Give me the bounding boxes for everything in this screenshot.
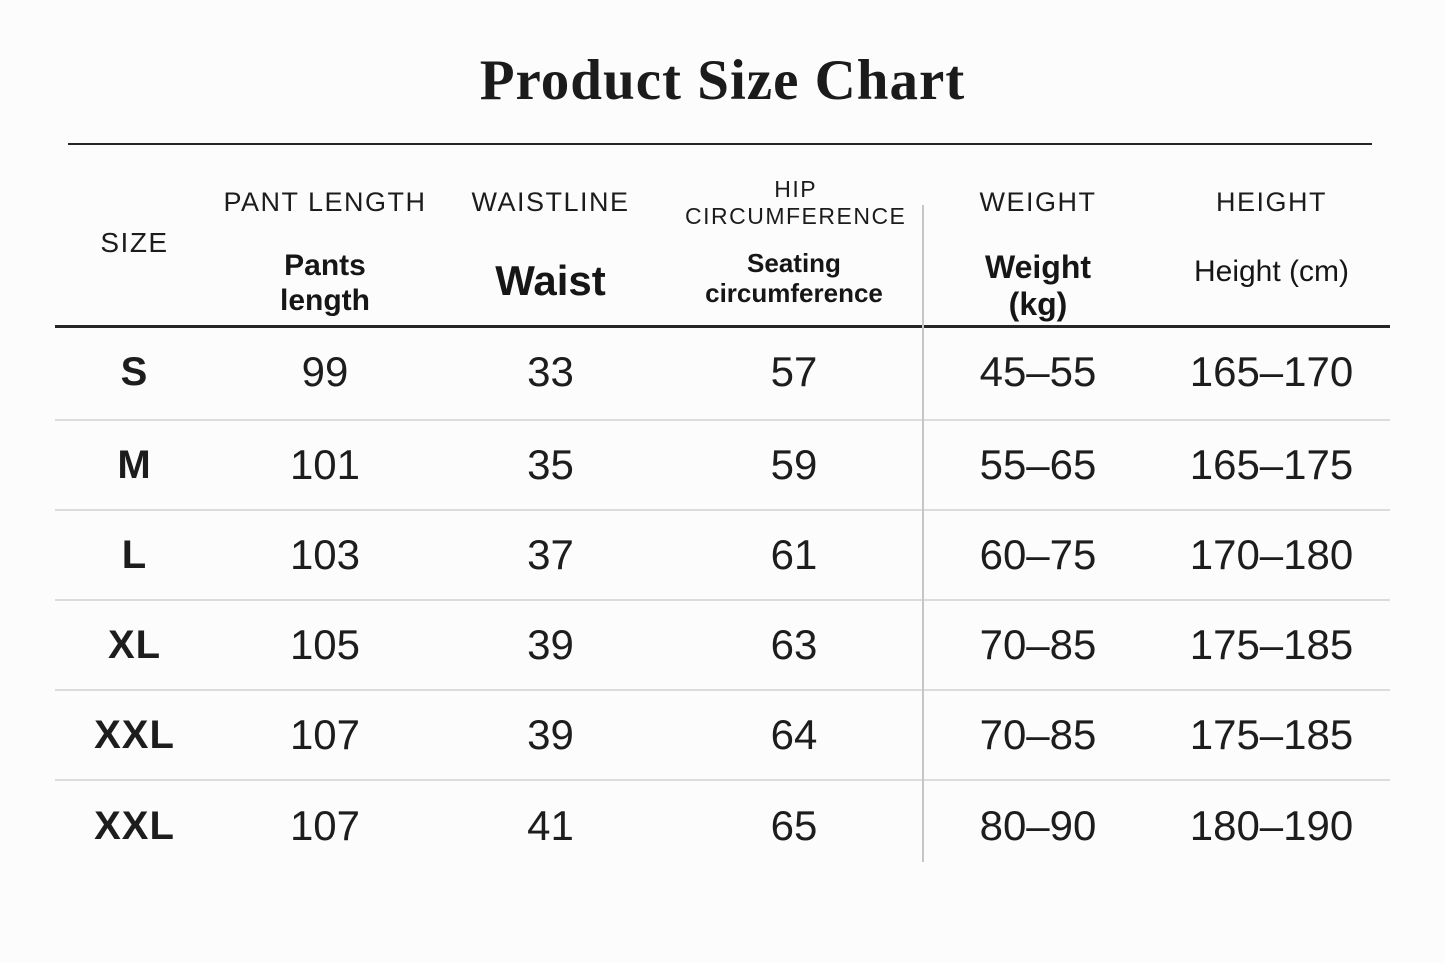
column-header-weight-sub: Weight (kg) (984, 249, 1092, 322)
pant-length-cell: 107 (289, 711, 361, 758)
height-cell: 180–190 (1189, 802, 1354, 849)
size-cell: M (117, 442, 152, 487)
column-header-waistline-sub: Waist (495, 257, 606, 304)
waist-cell: 41 (527, 802, 574, 849)
header-separator-line (55, 325, 1390, 328)
column-header-pant-length: PANT LENGTH Pants length (214, 160, 436, 325)
column-header-weight-caps: WEIGHT (979, 187, 1097, 218)
weight-cell: 80–90 (979, 802, 1097, 849)
column-header-waistline: WAISTLINE Waist (436, 160, 665, 325)
pant-length-cell: 99 (301, 348, 349, 395)
height-cell: 170–180 (1189, 531, 1354, 578)
waist-cell: 35 (527, 441, 574, 488)
waist-cell: 37 (527, 531, 574, 578)
hip-cell: 57 (770, 348, 818, 395)
column-header-pant-length-sub: Pants length (280, 249, 370, 317)
table-row-xxl-1: XXL 107 39 64 70–85 175–185 (55, 691, 1390, 781)
weight-cell: 60–75 (979, 531, 1097, 578)
column-header-size-label: SIZE (100, 226, 169, 258)
table-row-xl: XL 105 39 63 70–85 175–185 (55, 601, 1390, 691)
hip-cell: 65 (770, 802, 818, 849)
page-title: Product Size Chart (479, 49, 966, 112)
size-table: SIZE PANT LENGTH Pants length WAISTLINE … (55, 160, 1390, 871)
hip-cell: 63 (770, 621, 818, 668)
height-cell: 165–170 (1189, 348, 1354, 395)
table-row-s: S 99 33 57 45–55 165–170 (55, 325, 1390, 421)
weight-column-divider-line (922, 205, 924, 862)
pant-length-cell: 107 (289, 802, 361, 849)
column-header-height-caps: HEIGHT (1215, 187, 1327, 218)
size-cell: S (120, 349, 149, 394)
column-header-pant-length-caps: PANT LENGTH (223, 187, 427, 218)
table-header-row: SIZE PANT LENGTH Pants length WAISTLINE … (55, 160, 1390, 325)
waist-cell: 33 (527, 348, 574, 395)
pant-length-cell: 101 (289, 441, 361, 488)
waist-cell: 39 (527, 711, 574, 758)
pant-length-cell: 105 (289, 621, 361, 668)
column-header-hip-circumference-sub: Seating circumference (705, 248, 883, 308)
weight-cell: 70–85 (979, 621, 1097, 668)
column-header-height: HEIGHT Height (cm) (1153, 160, 1390, 325)
size-cell: L (121, 532, 148, 577)
weight-cell: 55–65 (979, 441, 1097, 488)
column-header-weight: WEIGHT Weight (kg) (923, 160, 1153, 325)
hip-cell: 64 (770, 711, 818, 758)
title-underline (68, 143, 1372, 145)
column-header-waistline-caps: WAISTLINE (471, 187, 630, 218)
table-row-m: M 101 35 59 55–65 165–175 (55, 421, 1390, 511)
size-cell: XL (107, 622, 162, 667)
table-body: S 99 33 57 45–55 165–170 M 101 35 59 55–… (55, 325, 1390, 871)
weight-cell: 45–55 (979, 348, 1097, 395)
pant-length-cell: 103 (289, 531, 361, 578)
size-cell: XXL (94, 803, 175, 848)
height-cell: 175–185 (1189, 711, 1354, 758)
column-header-hip-circumference-caps: HIP CIRCUMFERENCE (685, 175, 907, 229)
size-cell: XXL (94, 712, 175, 757)
hip-cell: 59 (770, 441, 818, 488)
column-header-size: SIZE (55, 160, 214, 325)
height-cell: 165–175 (1189, 441, 1354, 488)
height-cell: 175–185 (1189, 621, 1354, 668)
hip-cell: 61 (770, 531, 818, 578)
column-header-height-sub: Height (cm) (1193, 255, 1350, 288)
weight-cell: 70–85 (979, 711, 1097, 758)
table-row-xxl-2: XXL 107 41 65 80–90 180–190 (55, 781, 1390, 871)
table-row-l: L 103 37 61 60–75 170–180 (55, 511, 1390, 601)
column-header-hip-circumference: HIP CIRCUMFERENCE Seating circumference (665, 160, 923, 325)
waist-cell: 39 (527, 621, 574, 668)
